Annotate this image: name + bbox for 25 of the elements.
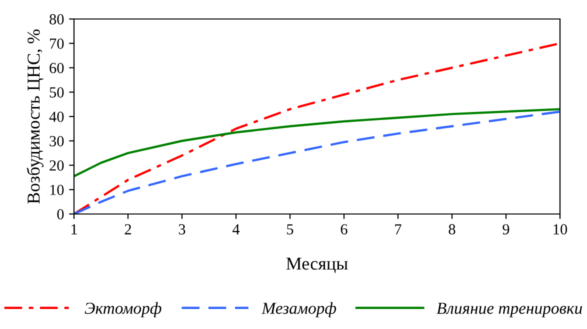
x-tick-label: 6 [340,224,348,234]
x-axis-title: Месяцы [286,258,348,274]
x-tick-label: 10 [554,224,568,234]
x-tick-label: 4 [232,224,240,234]
y-tick-label: 30 [50,136,64,146]
y-tick-label: 0 [57,209,64,220]
x-tick-label: 5 [287,224,294,234]
line-series [74,108,560,178]
y-tick-label: 40 [49,112,64,122]
y-axis-title: Возбудимость ЦНС, % [26,30,44,204]
x-tick-label: 3 [178,224,186,234]
legend-label: Влияние тренировки [436,302,582,318]
x-tick-label: 1 [72,224,77,234]
y-tick-label: 80 [50,14,64,24]
legend-label: Эктоморф [84,302,162,318]
legend-label: Мезаморф [262,302,336,318]
y-tick-label: 20 [50,160,64,171]
x-tick-label: 7 [395,224,402,234]
y-tick-label: 50 [50,87,64,98]
y-tick-label: 10 [50,184,64,196]
y-tick-label: 60 [50,62,64,74]
x-tick-label: 8 [448,224,456,234]
x-tick-label: 2 [124,224,131,234]
x-tick-label: 9 [502,224,510,234]
y-tick-label: 70 [50,38,64,49]
